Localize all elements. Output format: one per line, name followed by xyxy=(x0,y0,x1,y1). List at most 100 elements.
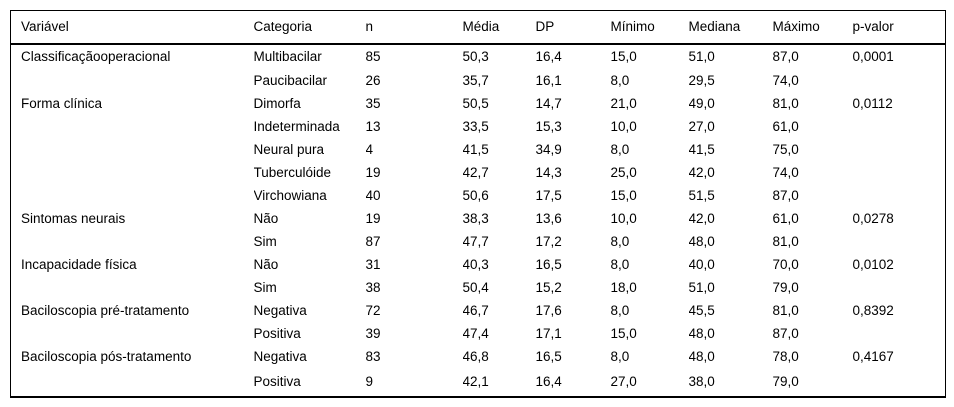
column-header-categoria: Categoria xyxy=(253,10,366,45)
categoria-cell: Paucibacilar xyxy=(253,73,328,89)
mediana-cell: 48,0 xyxy=(688,234,715,250)
variavel-cell xyxy=(11,116,254,139)
column-header-dp: DP xyxy=(535,10,611,45)
column-header-media: Média xyxy=(462,10,536,45)
categoria-cell: Positiva xyxy=(253,374,301,390)
table-body: Classificaçãooperacional Multibacilar 85 50… xyxy=(11,44,946,397)
p-valor-cell xyxy=(853,139,946,162)
table-row: Paucibacilar 26 35,7 16,1 8,0 29,5 74,0 xyxy=(11,70,946,93)
dp-cell: 17,2 xyxy=(535,234,562,250)
categoria-cell: Indeterminada xyxy=(253,119,340,135)
n-cell: 35 xyxy=(365,96,381,112)
statistics-table-container: Variável Categoria n Média DP Mínimo Mediana Má… xyxy=(10,10,946,398)
statistics-table: Variável Categoria n Média DP Mínimo Mediana Má… xyxy=(10,10,946,398)
mediana-cell: 27,0 xyxy=(688,119,715,135)
variavel-cell xyxy=(11,277,254,300)
column-header-maximo: Máximo xyxy=(772,10,853,45)
table-row: Positiva 39 47,4 17,1 15,0 48,0 87,0 xyxy=(11,323,946,346)
minimo-cell: 8,0 xyxy=(610,257,630,273)
media-cell: 46,7 xyxy=(462,303,489,319)
table-row: Sintomas neurais Não 19 38,3 13,6 10,0 42,0 61,… xyxy=(11,208,946,231)
variavel-cell: Forma clínica xyxy=(21,96,103,112)
media-cell: 38,3 xyxy=(462,211,489,227)
table-row: Positiva 9 42,1 16,4 27,0 38,0 79,0 xyxy=(11,369,946,397)
media-cell: 50,4 xyxy=(462,280,489,296)
maximo-cell: 87,0 xyxy=(772,49,799,65)
p-valor-cell xyxy=(853,369,946,397)
dp-cell: 15,2 xyxy=(535,280,562,296)
categoria-cell: Negativa xyxy=(253,349,307,365)
table-header: Variável Categoria n Média DP Mínimo Mediana Má… xyxy=(10,10,946,45)
table-row: Sim 87 47,7 17,2 8,0 48,0 81,0 xyxy=(11,231,946,254)
dp-cell: 14,7 xyxy=(535,96,562,112)
table-row: Sim 38 50,4 15,2 18,0 51,0 79,0 xyxy=(11,277,946,300)
n-cell: 38 xyxy=(365,280,381,296)
minimo-cell: 8,0 xyxy=(610,303,630,319)
maximo-cell: 81,0 xyxy=(772,303,799,319)
n-cell: 13 xyxy=(365,119,381,135)
p-valor-cell: 0,0112 xyxy=(852,96,893,112)
dp-cell: 16,4 xyxy=(535,49,562,65)
media-cell: 35,7 xyxy=(462,73,489,89)
media-cell: 33,5 xyxy=(462,119,489,135)
media-cell: 47,7 xyxy=(462,234,489,250)
categoria-cell: Neural pura xyxy=(253,142,325,158)
minimo-cell: 25,0 xyxy=(610,165,637,181)
maximo-cell: 81,0 xyxy=(772,96,799,112)
variavel-cell: Baciloscopia pós-tratamento xyxy=(21,349,192,365)
mediana-cell: 29,5 xyxy=(688,73,715,89)
dp-cell: 13,6 xyxy=(535,211,562,227)
n-cell: 31 xyxy=(365,257,381,273)
media-cell: 47,4 xyxy=(462,326,489,342)
dp-cell: 16,4 xyxy=(535,374,562,390)
minimo-cell: 10,0 xyxy=(610,211,637,227)
p-valor-cell: 0,4167 xyxy=(852,349,894,365)
mediana-cell: 51,0 xyxy=(688,280,715,296)
mediana-cell: 38,0 xyxy=(688,374,715,390)
p-valor-cell: 0,0102 xyxy=(852,257,894,273)
p-valor-cell: 0,0001 xyxy=(852,49,894,65)
column-header-n: n xyxy=(365,10,463,45)
n-cell: 39 xyxy=(365,326,381,342)
variavel-cell: Classificaçãooperacional xyxy=(21,49,171,65)
categoria-cell: Negativa xyxy=(253,303,307,319)
mediana-cell: 41,5 xyxy=(688,142,715,158)
n-cell: 19 xyxy=(365,165,381,181)
maximo-cell: 81,0 xyxy=(772,234,799,250)
mediana-cell: 51,5 xyxy=(688,188,715,204)
maximo-cell: 79,0 xyxy=(772,374,799,390)
mediana-cell: 42,0 xyxy=(688,211,715,227)
categoria-cell: Sim xyxy=(253,234,277,250)
p-valor-cell xyxy=(853,323,946,346)
mediana-cell: 49,0 xyxy=(688,96,715,112)
table-row: Forma clínica Dimorfa 35 50,5 14,7 21,0 49,0 81… xyxy=(11,93,946,116)
dp-cell: 34,9 xyxy=(535,142,562,158)
minimo-cell: 21,0 xyxy=(610,96,637,112)
n-cell: 85 xyxy=(365,49,381,65)
minimo-cell: 8,0 xyxy=(610,142,630,158)
maximo-cell: 61,0 xyxy=(772,211,799,227)
maximo-cell: 79,0 xyxy=(772,280,799,296)
p-valor-cell xyxy=(853,116,946,139)
categoria-cell: Tuberculóide xyxy=(253,165,332,181)
p-valor-cell xyxy=(853,185,946,208)
minimo-cell: 8,0 xyxy=(610,73,630,89)
minimo-cell: 15,0 xyxy=(610,188,637,204)
mediana-cell: 51,0 xyxy=(688,49,715,65)
n-cell: 9 xyxy=(365,374,374,390)
n-cell: 19 xyxy=(365,211,381,227)
dp-cell: 16,1 xyxy=(535,73,562,89)
media-cell: 50,5 xyxy=(462,96,489,112)
minimo-cell: 10,0 xyxy=(610,119,637,135)
mediana-cell: 42,0 xyxy=(688,165,715,181)
n-cell: 72 xyxy=(365,303,381,319)
p-valor-cell xyxy=(853,231,946,254)
mediana-cell: 48,0 xyxy=(688,349,715,365)
p-valor-cell xyxy=(853,162,946,185)
maximo-cell: 87,0 xyxy=(772,188,799,204)
table-row: Indeterminada 13 33,5 15,3 10,0 27,0 61,0 xyxy=(11,116,946,139)
dp-cell: 17,5 xyxy=(535,188,562,204)
categoria-cell: Dimorfa xyxy=(253,96,301,112)
media-cell: 42,1 xyxy=(462,374,489,390)
maximo-cell: 87,0 xyxy=(772,326,799,342)
